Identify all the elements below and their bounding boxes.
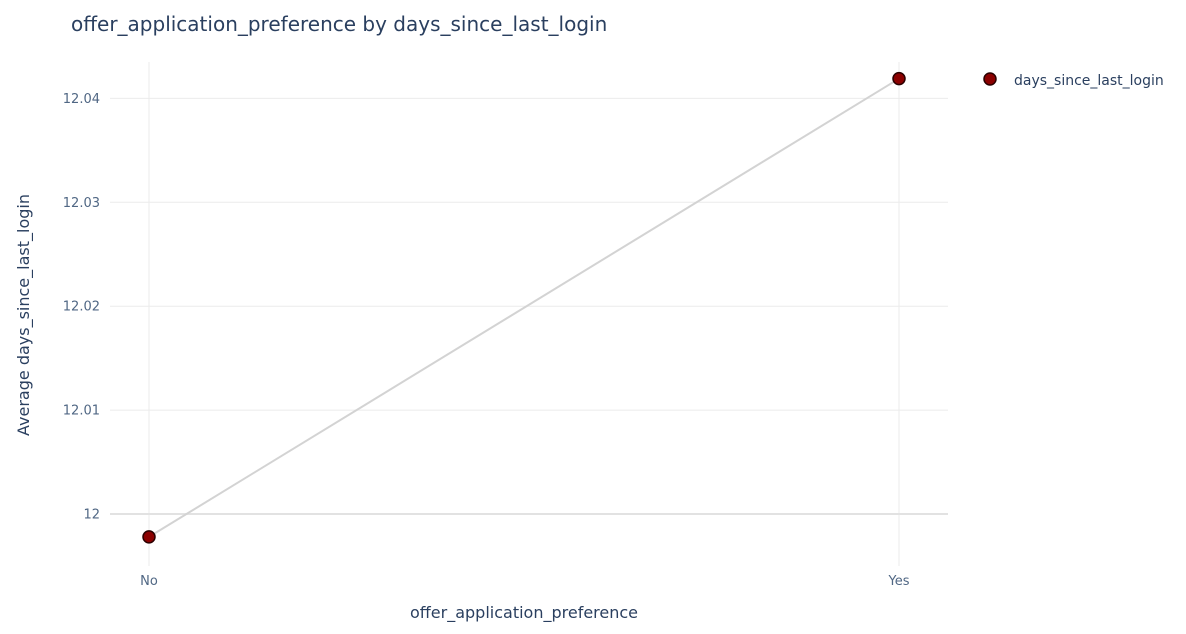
chart-title: offer_application_preference by days_sin… xyxy=(71,12,607,36)
x-axis-ticks: No Yes xyxy=(140,574,910,589)
legend-marker[interactable] xyxy=(983,72,997,86)
y-tick-label: 12.02 xyxy=(63,300,100,315)
data-point[interactable] xyxy=(892,71,906,86)
y-tick-label: 12 xyxy=(83,508,100,523)
y-tick-label: 12.03 xyxy=(63,196,100,211)
y-tick-label: 12.01 xyxy=(63,404,100,419)
x-tick-label: No xyxy=(140,574,158,589)
legend[interactable]: days_since_last_login xyxy=(983,72,1164,89)
y-tick-label: 12.04 xyxy=(63,92,100,107)
x-axis-label: offer_application_preference xyxy=(410,603,638,623)
legend-label[interactable]: days_since_last_login xyxy=(1014,73,1164,89)
y-axis-ticks: 12 12.01 12.02 12.03 12.04 xyxy=(63,92,100,523)
y-axis-label: Average days_since_last_login xyxy=(14,194,34,436)
grid xyxy=(110,62,948,566)
series xyxy=(142,71,906,544)
data-point[interactable] xyxy=(142,530,156,544)
series-line xyxy=(148,77,900,538)
x-tick-label: Yes xyxy=(888,574,910,589)
